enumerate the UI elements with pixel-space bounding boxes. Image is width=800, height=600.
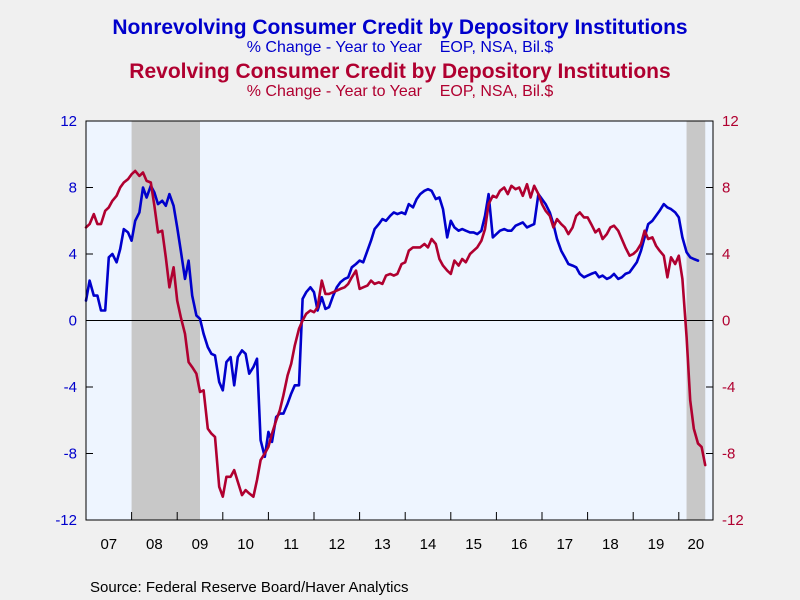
x-tick-label: 10 — [237, 536, 254, 553]
x-tick-label: 09 — [192, 536, 209, 553]
x-tick-label: 08 — [146, 536, 163, 553]
x-tick-label: 19 — [648, 536, 665, 553]
x-tick-label: 11 — [283, 536, 299, 553]
x-tick-label: 20 — [688, 536, 705, 553]
y-tick-label-left: 8 — [69, 180, 77, 197]
y-tick-label-left: 4 — [69, 246, 77, 263]
nonrevolving-series-line — [84, 184, 700, 459]
x-tick-label: 15 — [465, 536, 482, 553]
plot-frame — [85, 120, 714, 521]
y-tick-label-left: 0 — [69, 313, 77, 330]
y-tick-label-left: -4 — [64, 379, 77, 396]
revolving-series-line — [84, 169, 707, 498]
chart-subtitle-2: % Change - Year to Year EOP, NSA, Bil.$ — [247, 83, 554, 100]
y-tick-label-right: 8 — [722, 180, 730, 197]
x-tick-label: 07 — [100, 536, 117, 553]
x-tick-label: 12 — [328, 536, 345, 553]
x-tick-label: 13 — [374, 536, 391, 553]
x-tick-label: 18 — [602, 536, 619, 553]
chart-subtitle-1: % Change - Year to Year EOP, NSA, Bil.$ — [247, 39, 554, 56]
y-tick-label-right: -12 — [722, 512, 744, 529]
y-tick-label-right: -8 — [722, 446, 735, 463]
x-tick-label: 16 — [511, 536, 528, 553]
source-note: Source: Federal Reserve Board/Haver Anal… — [90, 579, 408, 596]
chart-title-2: Revolving Consumer Credit by Depository … — [129, 60, 670, 83]
x-tick-label: 14 — [420, 536, 437, 553]
x-tick-label: 17 — [556, 536, 573, 553]
chart-title-1: Nonrevolving Consumer Credit by Deposito… — [112, 16, 687, 39]
y-tick-label-left: -8 — [64, 446, 77, 463]
y-tick-label-right: -4 — [722, 379, 735, 396]
y-tick-label-right: 12 — [722, 113, 739, 130]
y-tick-label-left: -12 — [55, 512, 77, 529]
y-tick-label-left: 12 — [60, 113, 77, 130]
y-tick-label-right: 0 — [722, 313, 730, 330]
y-tick-label-right: 4 — [722, 246, 730, 263]
